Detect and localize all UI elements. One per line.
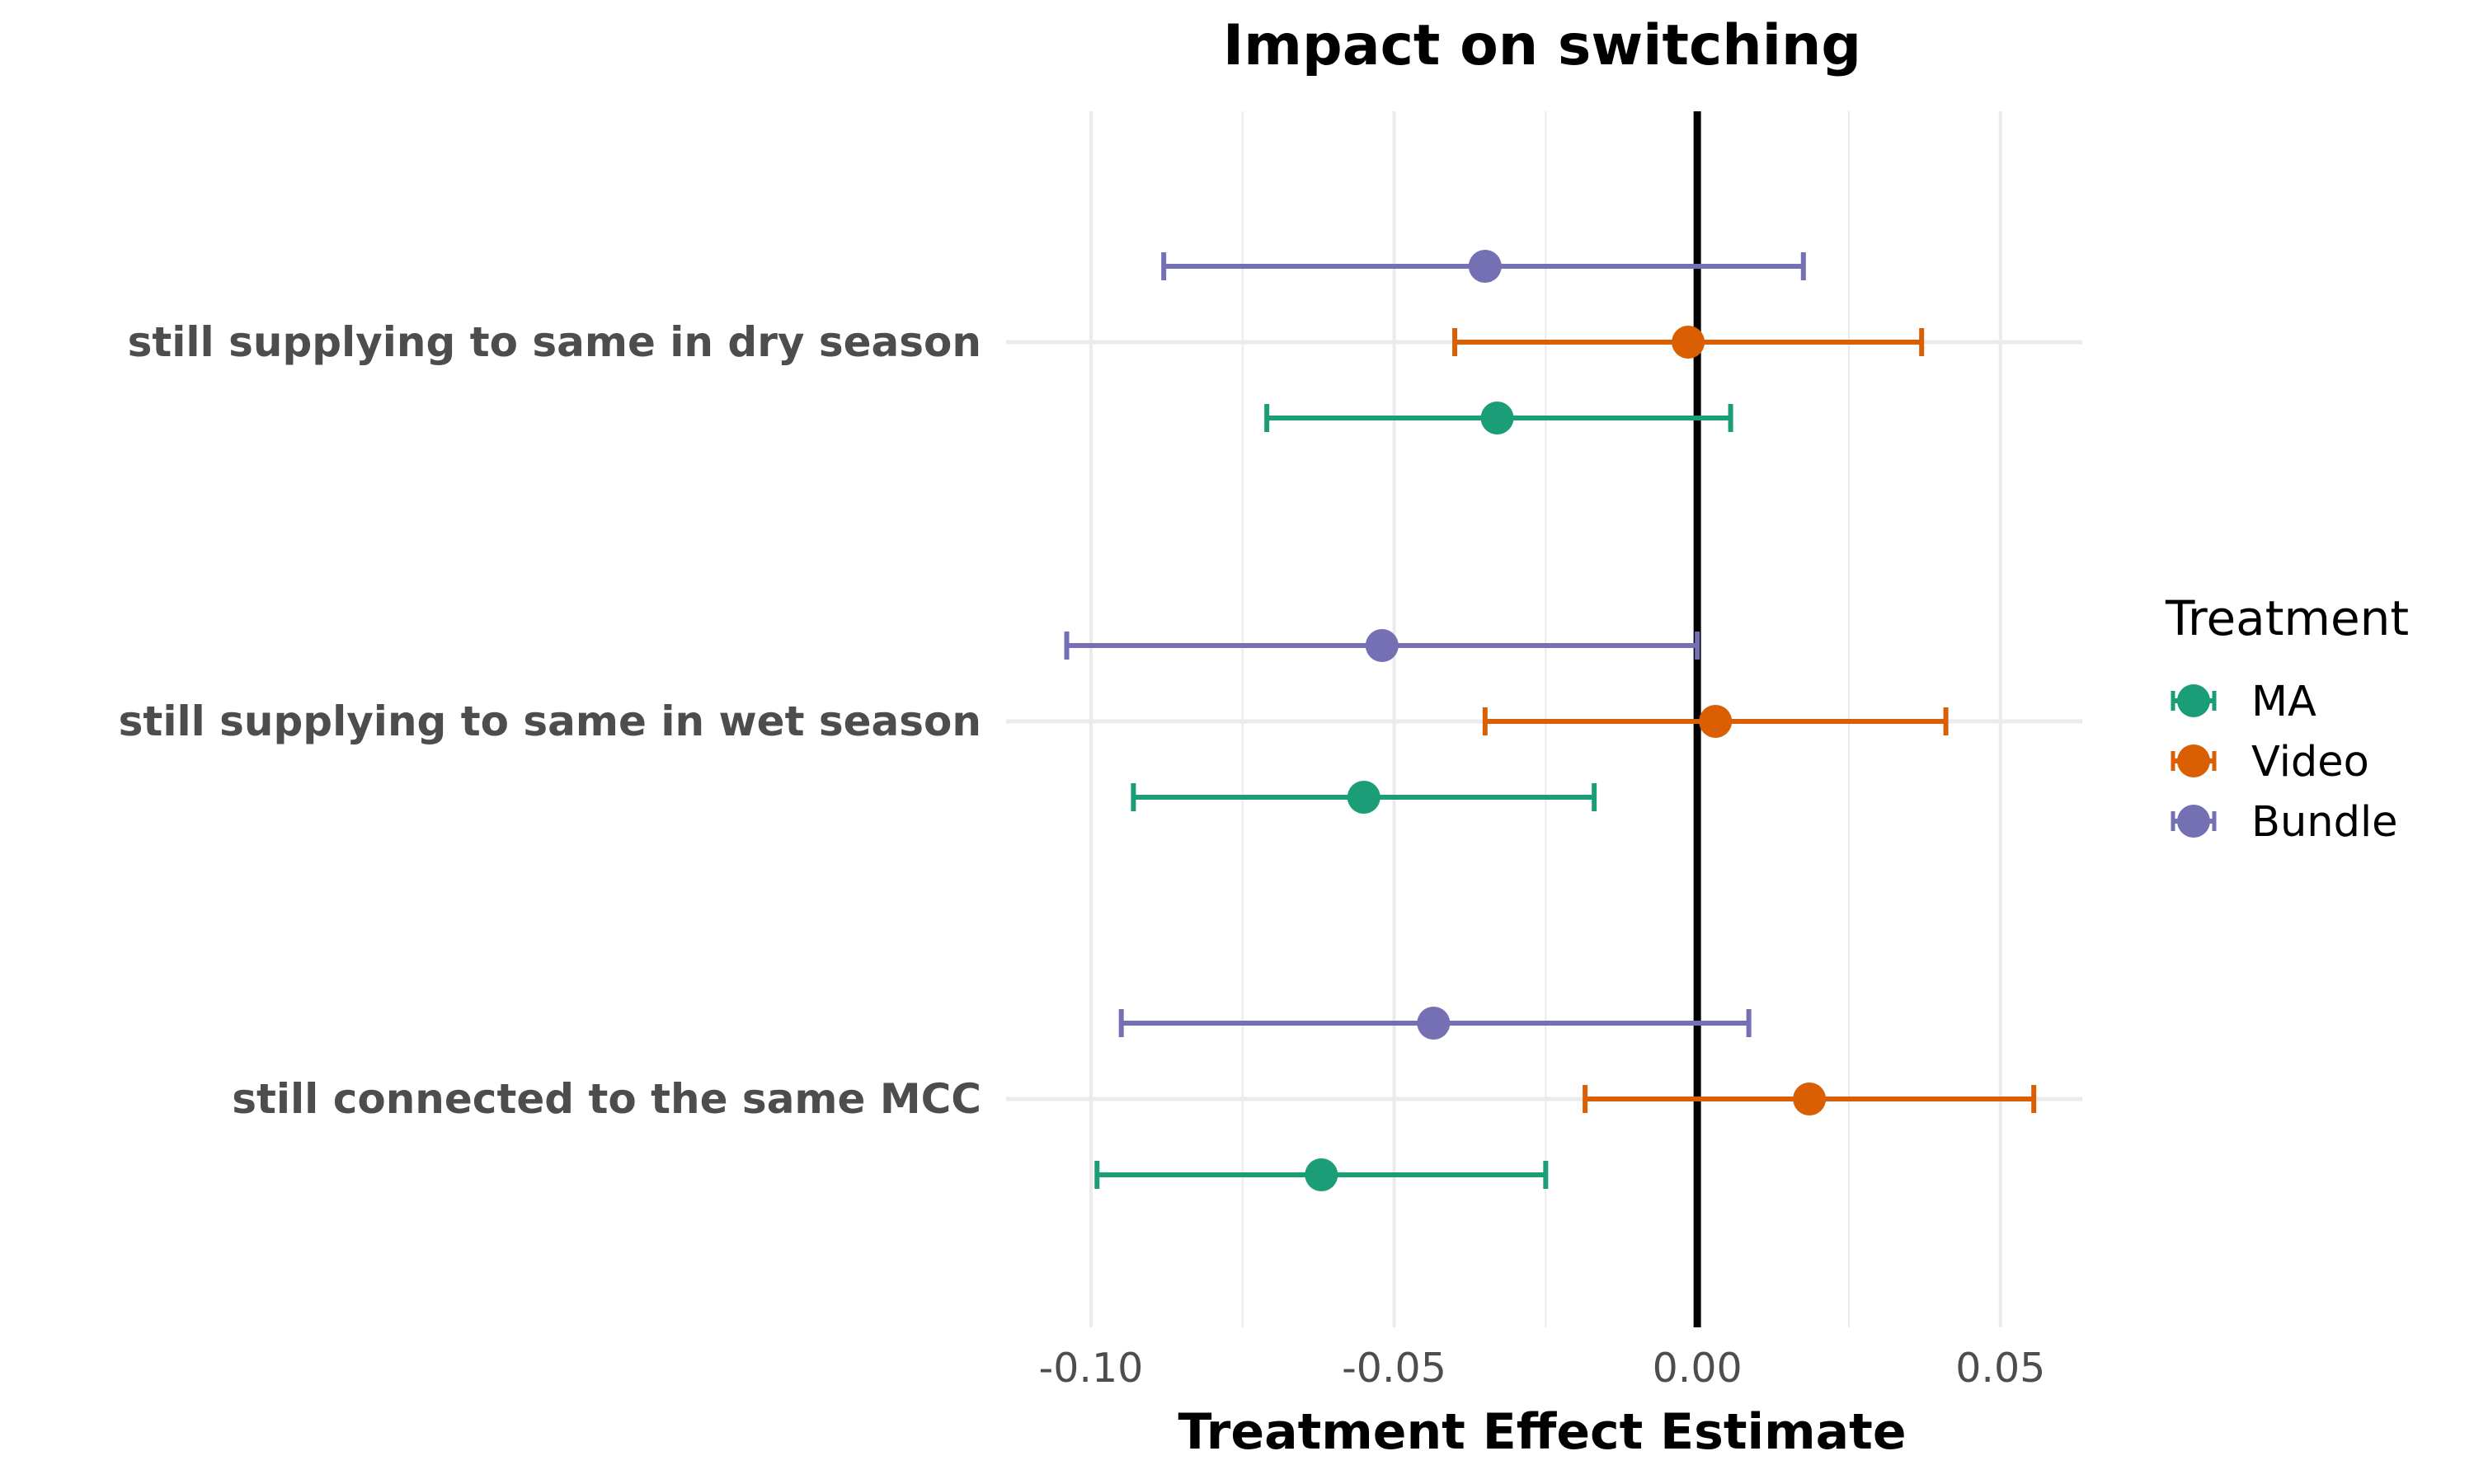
- estimate-point: [1480, 402, 1514, 434]
- series-marks: [1064, 250, 2037, 1191]
- legend-item-video: Video: [2171, 738, 2369, 787]
- legend-item-bundle: Bundle: [2171, 798, 2398, 847]
- legend: Treatment MA Video Bundle: [2165, 590, 2409, 847]
- y-tick-label: still supplying to same in wet season: [119, 697, 981, 745]
- series-bundle: [1064, 250, 1806, 1040]
- x-axis-title: Treatment Effect Estimate: [1178, 1403, 1906, 1461]
- series-ma: [1094, 402, 1733, 1191]
- legend-key-point: [2177, 744, 2210, 777]
- estimate-point: [1417, 1007, 1451, 1040]
- estimate-point: [1365, 629, 1399, 662]
- x-tick-label: 0.05: [1955, 1345, 2045, 1392]
- x-tick-label: -0.05: [1342, 1345, 1446, 1392]
- estimate-point: [1468, 250, 1502, 283]
- legend-item-ma: MA: [2171, 678, 2316, 726]
- y-tick-label: still supplying to same in dry season: [128, 318, 981, 366]
- legend-key-point: [2177, 684, 2210, 717]
- series-video: [1452, 326, 2037, 1115]
- legend-label: MA: [2251, 678, 2316, 726]
- legend-label: Bundle: [2251, 798, 2398, 847]
- axis-labels: still supplying to same in dry season sti…: [119, 318, 2046, 1392]
- x-tick-label: -0.10: [1039, 1345, 1144, 1392]
- legend-key-point: [2177, 805, 2210, 838]
- estimate-point: [1793, 1082, 1827, 1115]
- estimate-point: [1699, 705, 1733, 738]
- legend-title: Treatment: [2165, 590, 2409, 646]
- x-tick-label: 0.00: [1653, 1345, 1743, 1392]
- legend-items: MA Video Bundle: [2171, 678, 2398, 847]
- legend-label: Video: [2251, 738, 2369, 787]
- estimate-point: [1305, 1158, 1338, 1191]
- estimate-point: [1672, 326, 1705, 359]
- chart-title: Impact on switching: [1223, 13, 1861, 78]
- y-tick-label: still connected to the same MCC: [232, 1075, 981, 1123]
- estimate-point: [1347, 781, 1380, 814]
